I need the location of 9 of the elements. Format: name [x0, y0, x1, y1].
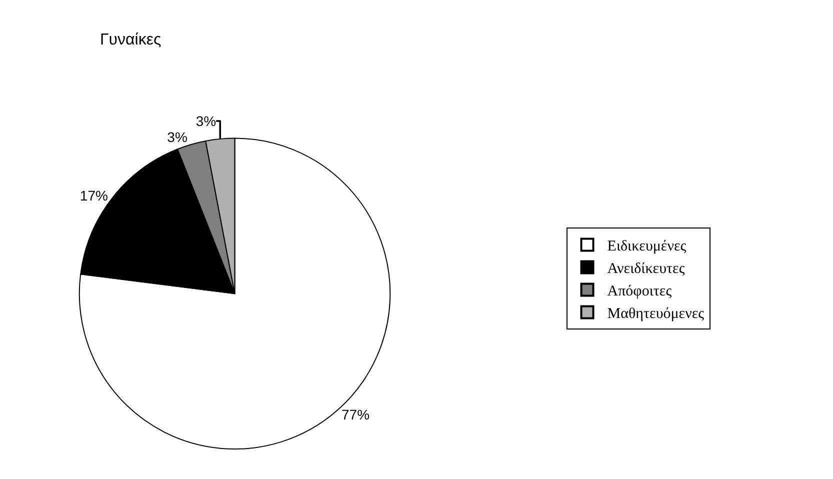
legend-label: Μαθητευόμενες	[607, 306, 704, 322]
data-label: 77%	[342, 406, 370, 423]
legend-label: Ειδικευμένες	[607, 238, 686, 255]
chart-title: Γυναίκες	[100, 32, 162, 49]
legend-label: Ανειδίκευτες	[607, 261, 685, 278]
data-label: 3%	[196, 113, 216, 130]
data-label: 17%	[80, 187, 108, 204]
data-label: 3%	[167, 129, 188, 146]
legend-label: Απόφοιτες	[607, 284, 672, 300]
